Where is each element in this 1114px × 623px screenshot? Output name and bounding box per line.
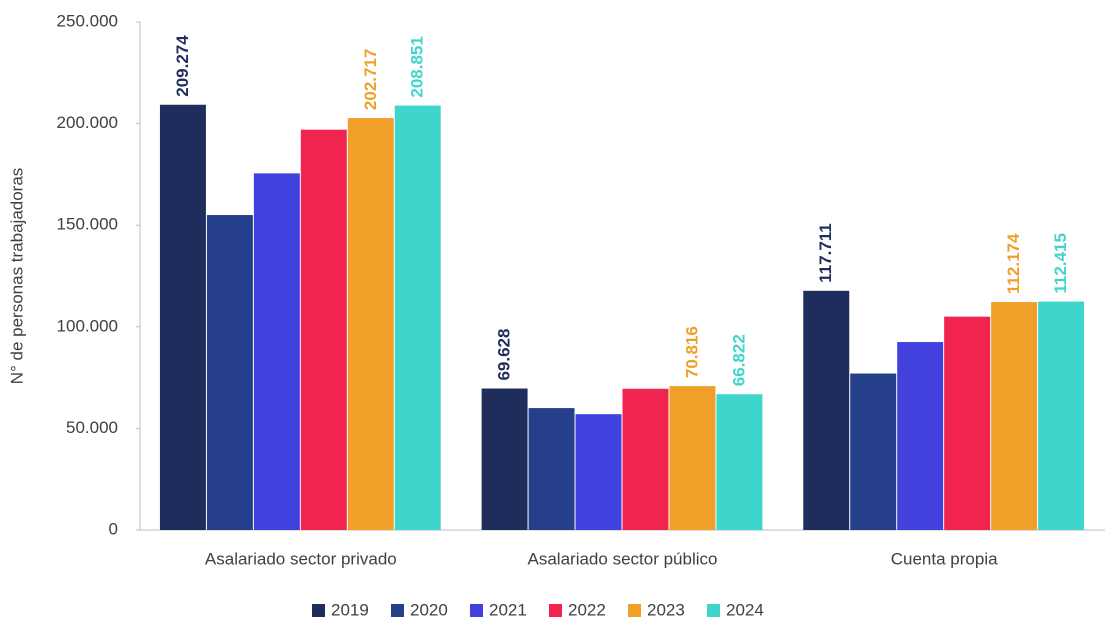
value-label: 112.415 <box>1051 233 1070 294</box>
bar <box>716 394 763 530</box>
bar <box>897 342 944 530</box>
x-tick-label: Cuenta propia <box>891 549 998 568</box>
value-label: 117.711 <box>816 223 835 283</box>
legend-label: 2020 <box>410 600 448 619</box>
bar <box>528 408 575 530</box>
y-tick-label: 100.000 <box>57 316 118 335</box>
y-tick-label: 0 <box>109 519 118 538</box>
bar <box>394 105 441 530</box>
y-axis-title: N° de personas trabajadoras <box>7 168 26 385</box>
bar <box>991 302 1038 530</box>
bar <box>944 316 991 530</box>
legend-label: 2022 <box>568 600 606 619</box>
value-label: 66.822 <box>729 334 748 386</box>
bar <box>347 118 394 531</box>
x-tick-label: Asalariado sector público <box>528 549 718 568</box>
value-label: 202.717 <box>361 49 380 110</box>
x-tick-label: Asalariado sector privado <box>205 549 397 568</box>
y-tick-label: 250.000 <box>57 11 118 30</box>
value-label: 208.851 <box>408 36 427 97</box>
bar <box>575 414 622 530</box>
legend-label: 2023 <box>647 600 685 619</box>
bar <box>803 290 850 530</box>
bar <box>669 386 716 530</box>
value-label: 69.628 <box>495 329 514 381</box>
y-tick-label: 200.000 <box>57 113 118 132</box>
bar <box>850 373 897 530</box>
bar <box>159 104 206 530</box>
bar <box>481 388 528 530</box>
legend-label: 2019 <box>331 600 369 619</box>
legend-swatch <box>628 604 641 617</box>
y-tick-label: 150.000 <box>57 215 118 234</box>
legend-swatch <box>312 604 325 617</box>
bar <box>1038 301 1085 530</box>
y-tick-label: 50.000 <box>66 418 118 437</box>
bar <box>206 215 253 531</box>
legend-swatch <box>470 604 483 617</box>
value-label: 209.274 <box>173 35 192 97</box>
legend-swatch <box>391 604 404 617</box>
bar <box>622 388 669 530</box>
legend-label: 2021 <box>489 600 527 619</box>
value-label: 112.174 <box>1004 233 1023 294</box>
bar <box>300 129 347 531</box>
value-label: 70.816 <box>682 326 701 378</box>
legend-swatch <box>707 604 720 617</box>
legend-swatch <box>549 604 562 617</box>
bar <box>253 173 300 530</box>
legend-label: 2024 <box>726 600 764 619</box>
